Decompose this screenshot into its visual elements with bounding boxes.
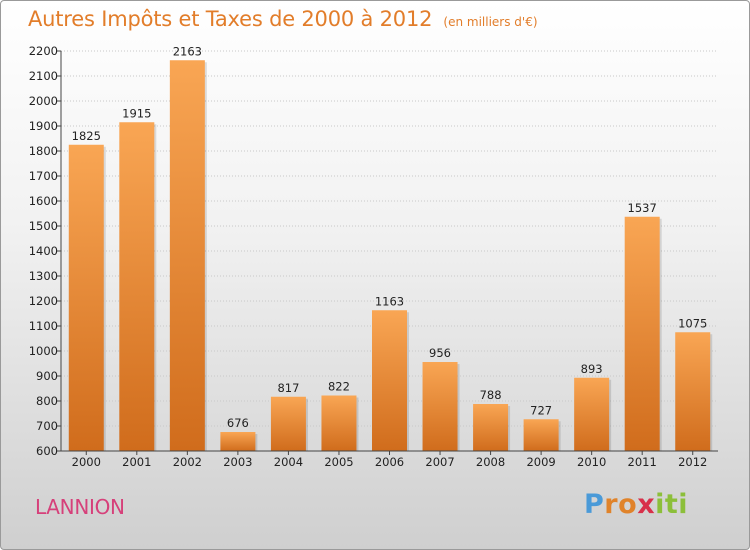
y-tick-label: 1000 — [29, 344, 58, 358]
bar — [372, 310, 407, 451]
bar-value-label: 1163 — [375, 294, 404, 308]
x-tick-label: 2000 — [72, 455, 101, 469]
chart-unit: (en milliers d'€) — [443, 15, 538, 29]
bar — [68, 144, 104, 451]
bar-value-label: 1537 — [628, 201, 657, 215]
x-tick-label: 2008 — [476, 455, 505, 469]
brand-letter: t — [664, 489, 679, 520]
bar-value-label: 788 — [480, 388, 502, 402]
bar-value-label: 1075 — [678, 316, 707, 330]
brand-logo: Proxiti — [584, 489, 688, 520]
y-tick-label: 1100 — [29, 319, 58, 333]
x-tick-label: 2012 — [678, 455, 707, 469]
bar-value-label: 2163 — [173, 44, 202, 58]
x-tick-label: 2011 — [628, 455, 657, 469]
brand-letter: r — [604, 489, 619, 520]
y-tick-label: 2100 — [29, 69, 58, 83]
y-tick-label: 600 — [36, 444, 58, 458]
y-tick-label: 1300 — [29, 269, 58, 283]
x-tick-label: 2010 — [577, 455, 606, 469]
x-tick-label: 2002 — [173, 455, 202, 469]
bar-value-label: 676 — [227, 416, 249, 430]
y-tick-label: 900 — [36, 369, 58, 383]
city-name: LANNION — [35, 495, 125, 519]
y-tick-label: 1700 — [29, 169, 58, 183]
bar-value-label: 1915 — [122, 106, 151, 120]
y-tick-label: 800 — [36, 394, 58, 408]
bar-value-label: 956 — [429, 346, 451, 360]
brand-letter: P — [584, 489, 605, 520]
bar — [220, 432, 256, 451]
y-tick-label: 1400 — [29, 244, 58, 258]
bar — [675, 332, 711, 451]
y-tick-label: 1900 — [29, 119, 58, 133]
bars: 1825 1915 2163 676 817 822 1163 956 788 727 893 153… — [68, 44, 713, 451]
brand-letter: o — [618, 489, 638, 520]
bar-value-label: 1825 — [72, 129, 101, 143]
y-tick-label: 1500 — [29, 219, 58, 233]
bar — [422, 362, 458, 451]
bar-value-label: 817 — [277, 381, 299, 395]
title-row: Autres Impôts et Taxes de 2000 à 2012 (e… — [28, 7, 538, 31]
brand-letter: i — [655, 489, 665, 520]
x-tick-label: 2004 — [274, 455, 303, 469]
y-axis: 600 700 800 900 1000 1100 1200 1300 1400 1500 1600… — [29, 44, 62, 458]
chart-title: Autres Impôts et Taxes de 2000 à 2012 — [28, 7, 433, 31]
y-tick-label: 2200 — [29, 44, 58, 58]
brand-letter: i — [678, 489, 689, 520]
x-tick-label: 2003 — [223, 455, 252, 469]
bar — [624, 216, 660, 451]
x-tick-label: 2001 — [122, 455, 151, 469]
bar — [169, 60, 205, 451]
bar-value-label: 893 — [581, 362, 603, 376]
bar — [321, 395, 357, 451]
x-tick-label: 2006 — [375, 455, 404, 469]
bar-value-label: 822 — [328, 380, 350, 394]
y-tick-label: 1200 — [29, 294, 58, 308]
y-tick-label: 700 — [36, 419, 58, 433]
bar — [574, 377, 610, 451]
x-tick-label: 2009 — [526, 455, 555, 469]
x-tick-label: 2007 — [425, 455, 454, 469]
x-axis: 2000 2001 2002 2003 2004 2005 2006 2007 2008 2009… — [61, 450, 718, 469]
bar — [523, 419, 559, 451]
brand-letter: x — [637, 489, 656, 520]
bar — [473, 404, 509, 451]
bar — [270, 396, 306, 451]
x-tick-label: 2005 — [324, 455, 353, 469]
y-tick-label: 1600 — [29, 194, 58, 208]
y-tick-label: 1800 — [29, 144, 58, 158]
bar-value-label: 727 — [530, 403, 552, 417]
y-tick-label: 2000 — [29, 94, 58, 108]
bar — [119, 122, 155, 451]
